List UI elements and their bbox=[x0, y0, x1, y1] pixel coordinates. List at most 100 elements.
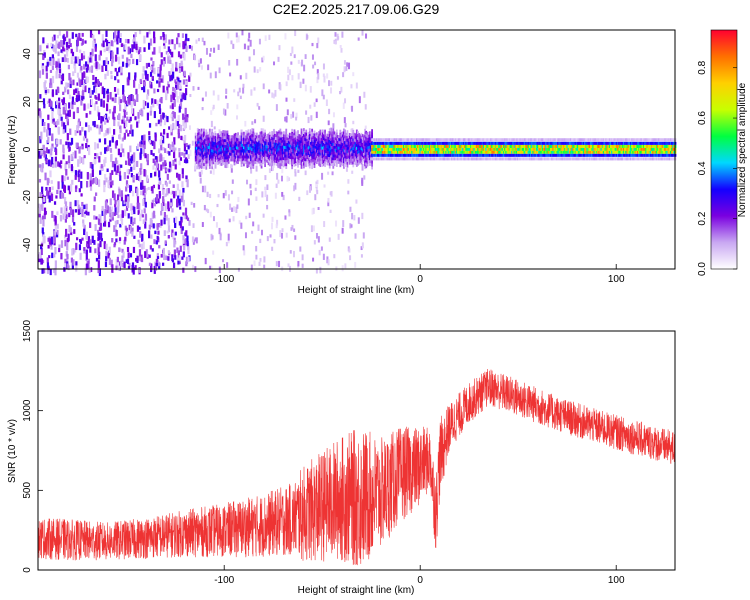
spectrogram-cell bbox=[442, 157, 445, 161]
spectrogram-cell bbox=[119, 152, 122, 158]
spectrogram-cell bbox=[189, 72, 192, 77]
spectrogram-cell bbox=[340, 139, 343, 143]
spectrogram-cell bbox=[232, 149, 235, 153]
spectrogram-cell bbox=[51, 210, 54, 218]
spectrogram-cell bbox=[471, 147, 473, 151]
spectrogram-cell bbox=[263, 145, 265, 149]
spectrogram-cell bbox=[58, 102, 61, 109]
spectrogram-cell bbox=[437, 153, 439, 157]
spectrogram-cell bbox=[472, 141, 475, 145]
spectrogram-cell bbox=[342, 145, 345, 149]
spectrogram-cell bbox=[459, 144, 462, 148]
spectrogram-cell bbox=[334, 160, 337, 164]
spectrogram-cell bbox=[472, 144, 475, 148]
spectrogram-cell bbox=[448, 138, 451, 142]
spectrogram-cell bbox=[509, 147, 512, 151]
spectrogram-cell bbox=[292, 161, 295, 165]
spectrogram-cell bbox=[78, 121, 82, 127]
spectrogram-cell bbox=[519, 141, 522, 145]
spectrogram-cell bbox=[477, 141, 479, 145]
spectrogram-cell bbox=[111, 170, 114, 175]
spectrogram-cell bbox=[489, 153, 492, 157]
spectrogram-cell bbox=[547, 144, 550, 148]
spectrogram-cell bbox=[208, 165, 211, 169]
spectrogram-cell bbox=[358, 153, 361, 157]
spectrogram-cell bbox=[422, 153, 425, 157]
spectrogram-cell bbox=[561, 153, 564, 157]
spectrogram-cell bbox=[391, 153, 393, 157]
spectrogram-cell bbox=[251, 153, 254, 157]
spectrogram-cell bbox=[489, 157, 492, 161]
spectrogram-cell bbox=[394, 141, 397, 145]
spectrogram-cell bbox=[347, 179, 350, 184]
spectrogram-cell bbox=[313, 159, 316, 163]
spectrogram-cell bbox=[244, 149, 246, 153]
spectrogram-cell bbox=[314, 148, 317, 152]
spectrogram-cell bbox=[101, 65, 104, 72]
spectrogram-cell bbox=[71, 262, 74, 270]
spectrogram-cell bbox=[368, 159, 371, 163]
spectrogram-cell bbox=[197, 158, 199, 162]
spectrogram-cell bbox=[518, 150, 520, 154]
spectrogram-cell bbox=[374, 147, 377, 151]
spectrogram-cell bbox=[263, 156, 265, 160]
spectrogram-cell bbox=[236, 115, 239, 120]
spectrogram-cell bbox=[326, 148, 329, 152]
spectrogram-cell bbox=[247, 158, 250, 162]
spectrogram-cell bbox=[247, 129, 250, 133]
spectrogram-cell bbox=[153, 67, 156, 75]
spectrogram-cell bbox=[226, 156, 229, 160]
spectrogram-cell bbox=[505, 150, 508, 154]
spectrogram-cell bbox=[554, 157, 557, 161]
spectrogram-cell bbox=[347, 138, 350, 142]
spectrogram-cell bbox=[204, 257, 207, 265]
spectrogram-cell bbox=[115, 230, 118, 237]
spectrogram-cell bbox=[312, 161, 315, 165]
spectrogram-cell bbox=[321, 172, 324, 180]
spectrogram-cell bbox=[554, 144, 557, 148]
spectrogram-cell bbox=[232, 43, 235, 49]
spectrogram-cell bbox=[540, 141, 543, 145]
spectrogram-cell bbox=[228, 155, 231, 159]
spectrogram-cell bbox=[206, 154, 209, 158]
spectrogram-cell bbox=[299, 157, 302, 161]
spectrogram-cell bbox=[83, 64, 86, 70]
spectrogram-cell bbox=[352, 158, 355, 162]
spectrogram-cell bbox=[273, 145, 276, 149]
spectrogram-cell bbox=[104, 173, 107, 180]
spectrogram-cell bbox=[272, 143, 275, 147]
spectrogram-cell bbox=[552, 150, 555, 154]
spectrogram-cell bbox=[76, 72, 80, 78]
spectrogram-cell bbox=[153, 198, 156, 203]
spectrogram-cell bbox=[300, 165, 303, 169]
spectrogram-cell bbox=[469, 147, 472, 151]
spectrogram-cell bbox=[292, 250, 295, 258]
spectrogram-cell bbox=[271, 131, 274, 135]
spectrogram-cell bbox=[348, 141, 351, 145]
spectrogram-cell bbox=[448, 141, 451, 145]
spectrogram-cell bbox=[139, 47, 142, 53]
spectrogram-cell bbox=[391, 150, 393, 154]
spectrogram-cell bbox=[491, 141, 493, 145]
spectrogram-cell bbox=[500, 150, 503, 154]
spectrogram-cell bbox=[345, 147, 348, 151]
spectrogram-cell bbox=[199, 136, 202, 140]
spectrogram-cell bbox=[111, 211, 114, 220]
spectrogram-cell bbox=[398, 147, 401, 151]
spectrogram-cell bbox=[486, 157, 489, 161]
spectrogram-cell bbox=[297, 144, 299, 148]
spectrogram-cell bbox=[444, 157, 446, 161]
spectrogram-cell bbox=[95, 61, 98, 69]
spectrogram-cell bbox=[240, 129, 243, 133]
spectrogram-cell bbox=[126, 175, 130, 179]
spectrogram-cell bbox=[475, 157, 478, 161]
spectrogram-cell bbox=[96, 106, 99, 112]
spectrogram-cell bbox=[265, 141, 268, 145]
spectrogram-cell bbox=[457, 141, 459, 145]
spectrogram-cell bbox=[183, 53, 186, 61]
spectrogram-cell bbox=[504, 141, 506, 145]
spectrogram-cell bbox=[144, 70, 147, 75]
spectrogram-cell bbox=[208, 128, 211, 132]
spectrogram-cell bbox=[399, 150, 402, 154]
spectrogram-cell bbox=[520, 157, 523, 161]
